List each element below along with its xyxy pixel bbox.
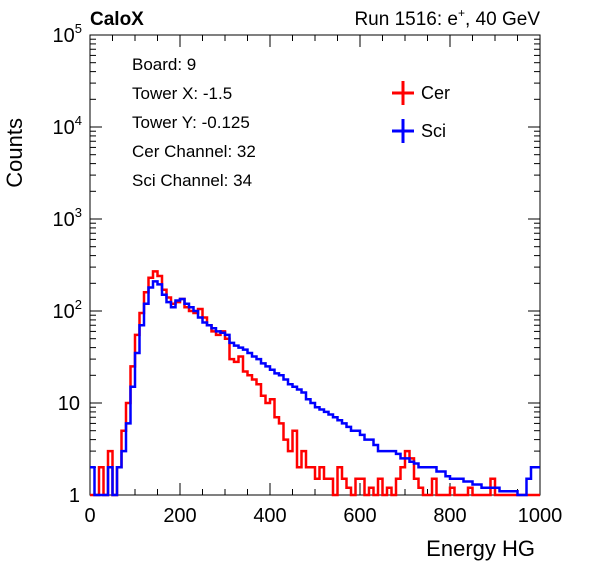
y-tick-label: 103 [53,205,82,231]
x-tick-label: 400 [253,505,286,527]
info-box [120,45,350,200]
info-line: Sci Channel: 34 [132,171,252,190]
legend: Cer Sci [392,81,450,143]
x-tick-label: 800 [433,505,466,527]
x-axis-title: Energy HG [426,536,535,561]
x-tick-label: 0 [84,505,95,527]
run-label: Run 1516: e+, 40 GeV [354,6,540,30]
x-tick-label: 600 [343,505,376,527]
series-cer-line [90,270,540,497]
info-line: Board: 9 [132,55,196,74]
y-tick-label: 105 [53,21,82,47]
x-tick-label: 200 [163,505,196,527]
info-line: Tower X: -1.5 [132,84,232,103]
info-line: Cer Channel: 32 [132,142,256,161]
x-tick-label: 1000 [518,505,563,527]
series-layer [90,270,540,497]
y-tick-label: 102 [53,297,82,323]
y-tick-label: 104 [53,113,82,139]
y-tick-label: 10 [58,393,80,415]
y-axis: 1 10 102 103 104 105 [53,21,540,507]
info-line: Tower Y: -0.125 [132,113,250,132]
info-box-lines: Board: 9 Tower X: -1.5 Tower Y: -0.125 Cer … [132,55,256,190]
legend-label-cer: Cer [421,83,450,103]
series-sci-line [90,280,540,497]
y-tick-label: 1 [69,485,80,507]
experiment-label: CaloX [90,9,144,30]
legend-label-sci: Sci [421,121,446,141]
x-axis: 0 200 400 600 800 1000 [84,35,562,527]
y-axis-title: Counts [2,118,27,188]
